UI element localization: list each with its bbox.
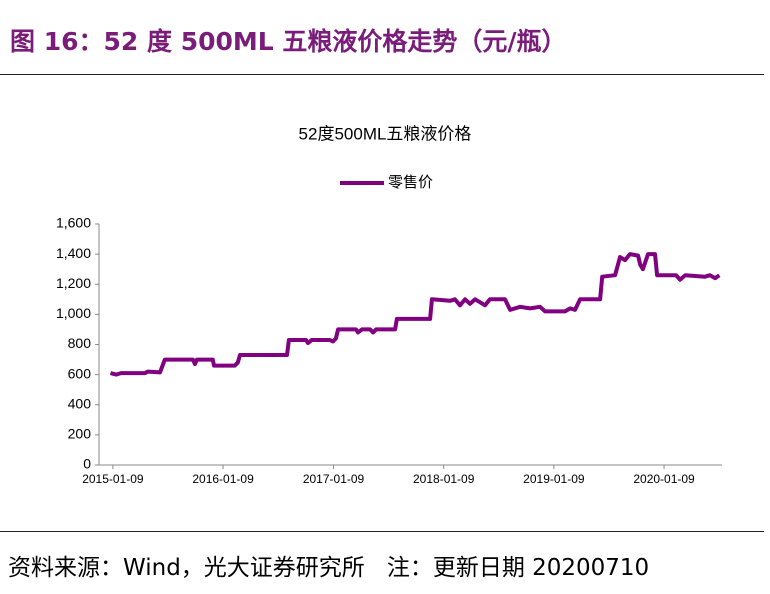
y-tick-label: 1,200 xyxy=(56,275,91,291)
source-note: 资料来源：Wind，光大证券研究所 注：更新日期 20200710 xyxy=(8,548,671,582)
y-tick-label: 1,600 xyxy=(56,215,91,231)
chart-title: 52度500ML五粮液价格 xyxy=(299,124,472,143)
note: 注：更新日期 20200710 xyxy=(386,555,650,581)
y-tick-label: 200 xyxy=(68,426,92,442)
source: 资料来源：Wind，光大证券研究所 xyxy=(8,555,365,581)
x-tick-label: 2020-01-09 xyxy=(633,472,695,486)
y-tick-label: 800 xyxy=(68,335,92,351)
x-tick-label: 2019-01-09 xyxy=(523,472,585,486)
y-tick-label: 400 xyxy=(68,395,92,411)
figure-title: 图 16：52 度 500ML 五粮液价格走势（元/瓶） xyxy=(10,27,567,56)
y-tick-label: 1,000 xyxy=(56,305,91,321)
x-tick-label: 2018-01-09 xyxy=(413,472,475,486)
x-tick-label: 2017-01-09 xyxy=(303,472,365,486)
legend-label: 零售价 xyxy=(388,174,433,191)
x-tick-label: 2016-01-09 xyxy=(192,472,254,486)
y-tick-label: 1,400 xyxy=(56,245,91,261)
y-tick-label: 600 xyxy=(68,365,92,381)
rule xyxy=(0,74,764,75)
y-tick-label: 0 xyxy=(83,456,91,472)
rule xyxy=(0,531,764,532)
x-tick-label: 2015-01-09 xyxy=(82,472,144,486)
chart: 52度500ML五粮液价格 0 200 400 600 800 1,000 1,200 1,4… xyxy=(56,124,722,486)
line-series xyxy=(109,252,721,377)
